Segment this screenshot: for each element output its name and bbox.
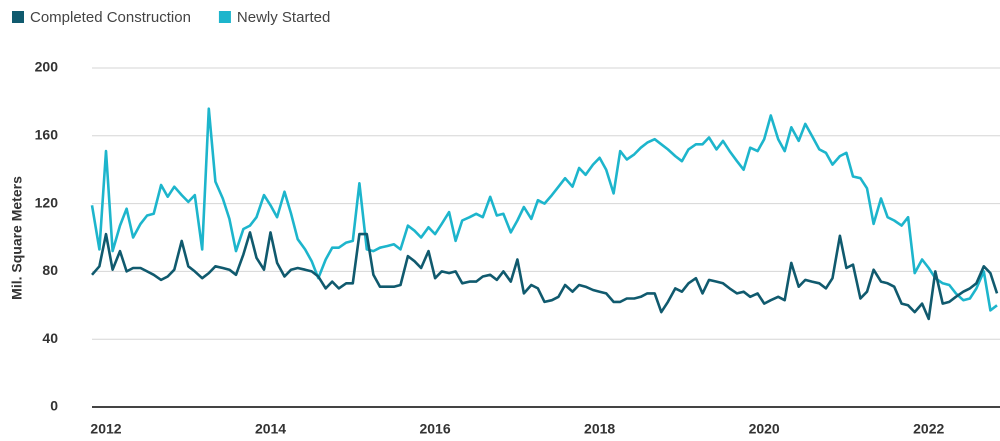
y-tick-label: 200: [35, 59, 59, 75]
y-tick-label: 120: [35, 194, 59, 210]
x-tick-label: 2020: [749, 421, 780, 437]
legend-swatch: [12, 11, 24, 23]
y-tick-label: 0: [50, 398, 58, 414]
x-tick-label: 2018: [584, 421, 615, 437]
x-tick-label: 2022: [913, 421, 944, 437]
y-tick-label: 80: [42, 262, 58, 278]
line-series: [91, 231, 999, 321]
x-tick-label: 2012: [90, 421, 121, 437]
line-series: [90, 107, 998, 312]
legend-swatch: [218, 11, 231, 23]
y-tick-label: 40: [42, 330, 58, 346]
x-tick-label: 2014: [255, 421, 286, 437]
y-tick-label: 160: [35, 127, 59, 143]
y-axis-title: Mil. Square Meters: [9, 176, 25, 300]
legend-label: Completed Construction: [30, 9, 191, 26]
x-tick-label: 2016: [419, 421, 450, 437]
legend-label: Newly Started: [237, 9, 330, 26]
